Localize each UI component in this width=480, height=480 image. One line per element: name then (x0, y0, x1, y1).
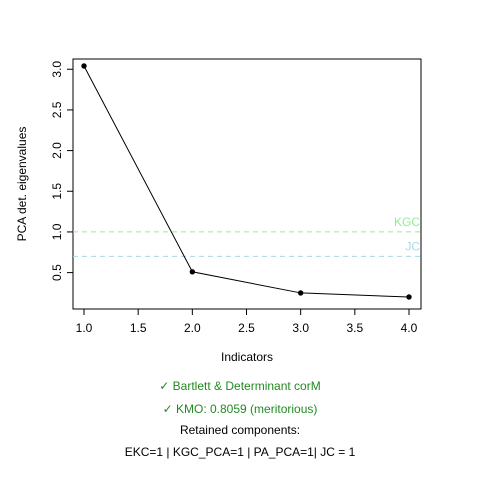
data-point (297, 290, 304, 296)
data-point (81, 63, 87, 69)
x-tick-label: 2.5 (238, 321, 255, 335)
x-tick-label: 1.5 (130, 321, 147, 335)
x-axis-title: Indicators (221, 350, 273, 364)
x-tick-label: 3.0 (292, 321, 309, 335)
y-tick-label: 1.0 (50, 223, 64, 240)
bartlett-caption: ✓ Bartlett & Determinant corM (159, 379, 321, 393)
reference-label-kgc: KGC (394, 215, 420, 229)
retained-components-title: Retained components: (179, 423, 301, 437)
retained-components-values: EKC=1 | KGC_PCA=1 | PA_PCA=1| JC = 1 (124, 445, 356, 459)
x-tick-label: 4.0 (401, 321, 418, 335)
plot-area: 1.0 1.5 2.0 2.5 3.0 3.5 4.0 0.5 1.0 1.5 2.0 2.5 3.0 I… (15, 58, 422, 364)
plot-frame (72, 58, 422, 310)
x-tick-label: 1.0 (76, 321, 93, 335)
y-tick-label: 3.0 (50, 61, 64, 78)
reference-label-jc: JC (405, 239, 420, 253)
y-axis-title: PCA det. eigenvalues (15, 127, 29, 242)
series-line (83, 65, 410, 298)
y-tick-label: 2.5 (50, 101, 64, 118)
x-tick-label: 2.0 (184, 321, 201, 335)
data-point (406, 294, 412, 300)
data-point (189, 269, 196, 275)
kmo-caption: ✓ KMO: 0.8059 (meritorious) (162, 402, 318, 416)
y-tick-label: 2.0 (50, 142, 64, 159)
x-tick-label: 3.5 (346, 321, 363, 335)
y-tick-label: 0.5 (50, 264, 64, 281)
y-tick-label: 1.5 (50, 183, 64, 200)
